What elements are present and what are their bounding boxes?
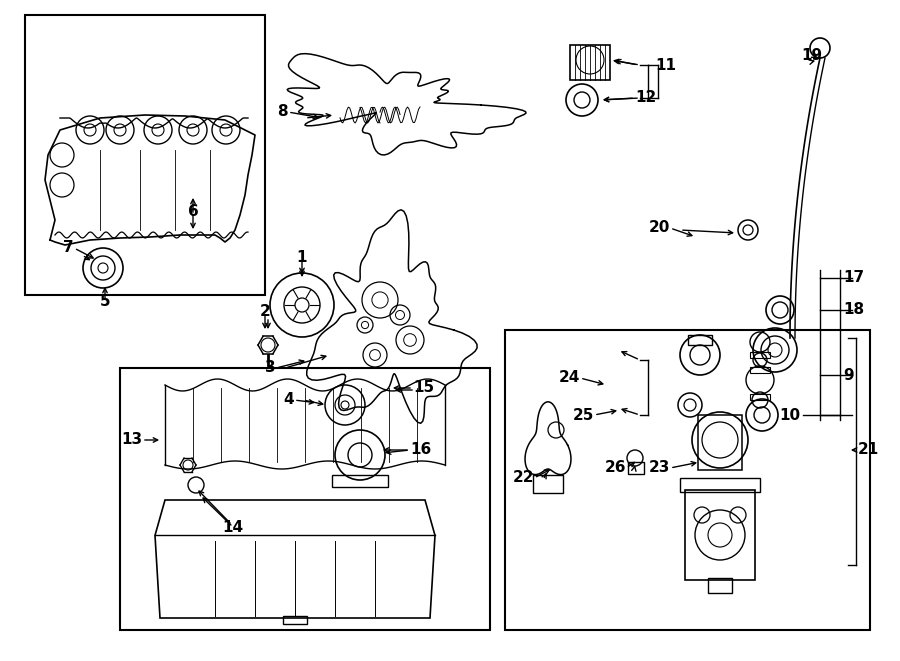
Text: 4: 4 bbox=[284, 393, 294, 407]
Text: 13: 13 bbox=[121, 432, 142, 447]
Text: 25: 25 bbox=[572, 407, 594, 422]
Text: 23: 23 bbox=[649, 461, 670, 475]
Bar bbox=[750, 367, 770, 373]
Text: 15: 15 bbox=[413, 381, 434, 395]
Text: 19: 19 bbox=[801, 48, 823, 63]
Text: 6: 6 bbox=[187, 204, 198, 219]
Text: 3: 3 bbox=[266, 360, 276, 375]
Text: 10: 10 bbox=[778, 407, 800, 422]
Text: 11: 11 bbox=[655, 58, 676, 73]
Text: 21: 21 bbox=[858, 442, 879, 457]
Bar bbox=[698, 415, 742, 470]
Bar bbox=[332, 475, 388, 487]
Bar bbox=[750, 394, 770, 400]
Text: 22: 22 bbox=[512, 471, 534, 485]
Text: 24: 24 bbox=[559, 371, 580, 385]
Bar bbox=[25, 15, 265, 295]
Text: 14: 14 bbox=[222, 520, 244, 535]
Text: 8: 8 bbox=[277, 104, 288, 120]
Bar bbox=[750, 352, 770, 358]
Bar bbox=[533, 475, 563, 493]
Bar bbox=[283, 616, 307, 624]
Bar bbox=[685, 490, 755, 580]
Text: 26: 26 bbox=[605, 461, 626, 475]
Bar bbox=[570, 45, 610, 80]
Text: 20: 20 bbox=[649, 221, 670, 235]
Text: 5: 5 bbox=[100, 295, 111, 309]
Text: 7: 7 bbox=[63, 241, 74, 256]
Text: 17: 17 bbox=[843, 270, 864, 286]
Bar bbox=[120, 368, 490, 630]
Bar bbox=[688, 335, 712, 345]
Text: 1: 1 bbox=[297, 251, 307, 266]
Bar bbox=[628, 462, 644, 474]
Bar bbox=[505, 330, 870, 630]
Text: 18: 18 bbox=[843, 303, 864, 317]
Bar bbox=[680, 478, 760, 492]
Text: 12: 12 bbox=[635, 91, 656, 106]
Text: 16: 16 bbox=[410, 442, 431, 457]
Bar bbox=[708, 578, 732, 593]
Text: 2: 2 bbox=[259, 305, 270, 319]
Text: 9: 9 bbox=[843, 368, 853, 383]
